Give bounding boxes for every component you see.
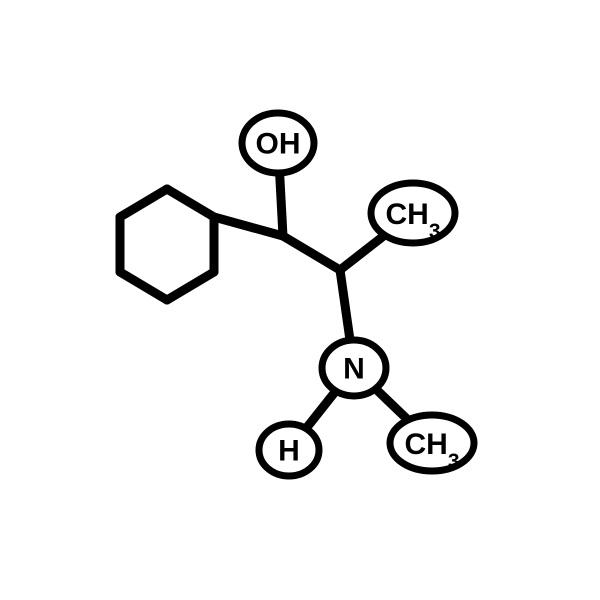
bond bbox=[376, 389, 409, 420]
atom-label: H bbox=[278, 435, 300, 468]
atom-node-ch3_bottom: CH3 bbox=[390, 415, 474, 473]
atom-label: OH bbox=[256, 128, 301, 161]
molecule-diagram: OH CH3 N H CH3 bbox=[0, 0, 600, 600]
bond bbox=[167, 272, 214, 300]
bond bbox=[214, 217, 283, 236]
bond bbox=[167, 189, 214, 217]
bond bbox=[120, 189, 167, 217]
atom-node-h: H bbox=[259, 424, 319, 476]
atom-node-n: N bbox=[322, 340, 386, 396]
bond bbox=[280, 173, 283, 236]
atom-node-ch3_top: CH3 bbox=[371, 183, 455, 243]
atoms-layer: OH CH3 N H CH3 bbox=[242, 113, 474, 476]
bond bbox=[340, 270, 350, 340]
bond bbox=[283, 236, 340, 270]
bond bbox=[306, 391, 336, 429]
bond bbox=[120, 272, 167, 300]
bond bbox=[340, 235, 385, 270]
atom-label: N bbox=[343, 353, 365, 386]
atom-node-oh: OH bbox=[242, 113, 314, 173]
